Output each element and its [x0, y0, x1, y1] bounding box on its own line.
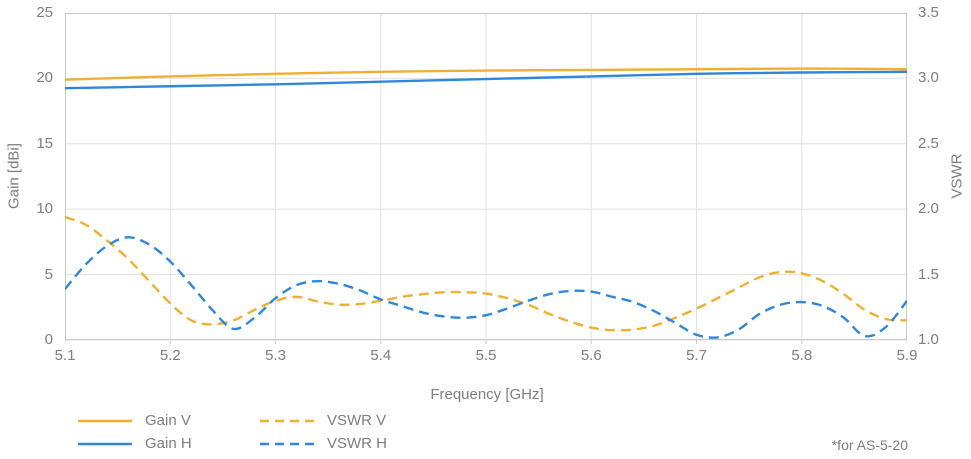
y-left-tick-label: 20 [36, 69, 53, 87]
x-tick-label: 5.1 [54, 347, 76, 364]
y-axis-title-left: Gain [dBi] [5, 143, 23, 209]
legend-swatch-vswr-v [260, 419, 314, 422]
legend-swatch-gain-h [78, 442, 132, 445]
x-tick-label: 5.8 [791, 347, 813, 364]
y-left-tick-label: 15 [36, 134, 53, 152]
y-axis-title-right: VSWR [948, 153, 966, 199]
plot-border [65, 13, 907, 340]
legend-swatch-gain-v [78, 419, 132, 422]
x-tick-label: 5.2 [159, 347, 181, 364]
series-gain-v-line [65, 67, 907, 81]
footnote: *for AS-5-20 [831, 437, 908, 453]
plot-area [65, 13, 907, 344]
legend-label-vswr-v: VSWR V [327, 412, 387, 429]
x-tick-label: 5.4 [370, 347, 392, 364]
series-gain-h-line [65, 70, 907, 90]
legend-swatch-vswr-h [260, 442, 314, 445]
y-right-tick-label: 2.0 [918, 200, 939, 218]
x-axis-title: Frequency [GHz] [430, 386, 544, 403]
legend-label-gain-h: Gain H [145, 435, 192, 452]
y-right-tick-label: 1.0 [918, 331, 939, 348]
legend: Gain V VSWR V Gain H VSWR H [78, 412, 387, 452]
x-tick-label: 5.9 [896, 347, 918, 364]
legend-label-gain-v: Gain V [145, 412, 191, 429]
x-tick-label: 5.6 [580, 347, 602, 364]
y-left-tick-label: 0 [44, 331, 53, 348]
legend-label-vswr-h: VSWR H [327, 435, 387, 452]
series-vswr-v-line [65, 215, 907, 332]
y-left-tick-label: 10 [36, 200, 53, 218]
series-vswr-h-line [65, 236, 907, 339]
y-right-tick-label: 3.5 [918, 4, 939, 21]
y-right-tick-label: 3.0 [918, 69, 939, 87]
y-left-tick-label: 5 [44, 265, 53, 283]
y-right-tick-label: 1.5 [918, 265, 939, 283]
y-left-tick-label: 25 [36, 4, 53, 21]
x-tick-label: 5.5 [475, 347, 497, 364]
x-tick-label: 5.7 [686, 347, 707, 364]
y-right-tick-label: 2.5 [918, 134, 939, 152]
x-tick-label: 5.3 [265, 347, 286, 364]
